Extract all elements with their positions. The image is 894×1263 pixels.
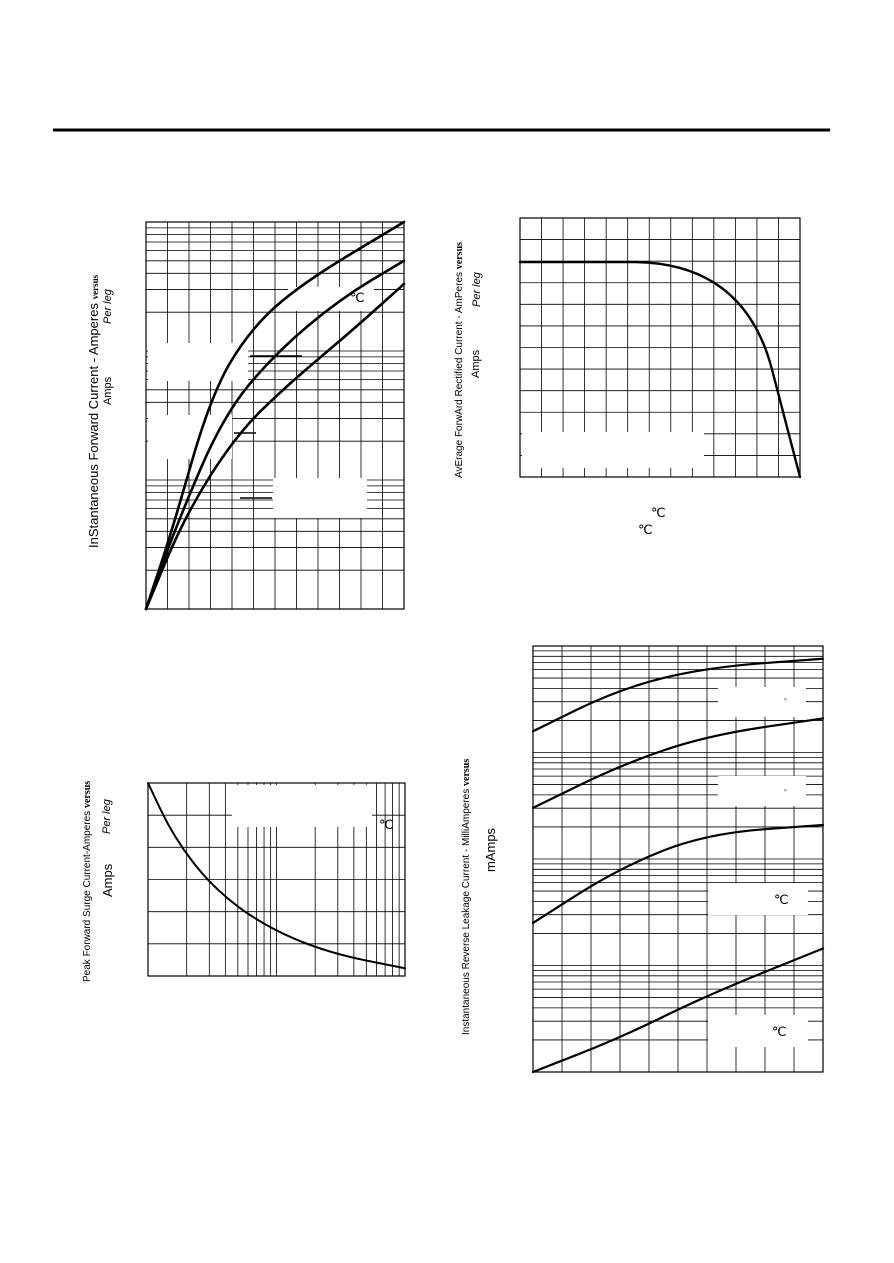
c1-ylabel-perleg: Per leg	[471, 272, 483, 307]
leakage-chart	[531, 645, 825, 1074]
c3-series-3	[531, 947, 825, 1074]
surge-chart	[147, 782, 406, 977]
c1-ylabel-suffix: versus	[454, 241, 465, 270]
c2-series-0	[147, 782, 406, 970]
c3-unit-3: ℃	[774, 892, 789, 907]
c2-frame	[147, 782, 406, 977]
c0-label-box-2	[148, 415, 232, 459]
c1-xunit-2: ℃	[638, 522, 653, 537]
c1-series-0	[518, 260, 802, 479]
c3-series-2	[531, 823, 825, 924]
c3-ylabel-text: Instantaneous Reverse Leakage Current - …	[461, 788, 472, 1035]
c3-ylabel: Instantaneous Reverse Leakage Current - …	[461, 758, 472, 1035]
c0-frame	[145, 221, 405, 610]
c2-ylabel-amps: Amps	[100, 863, 115, 897]
c3-label-box-1	[718, 776, 806, 806]
c0-ylabel-amps: Amps	[102, 376, 114, 405]
c0-ylabel: InStantaneous Forward Current - Amperes …	[86, 274, 101, 548]
c1-ylabel: AvErage ForwArd Rectified Current - AmPe…	[454, 241, 465, 478]
c0-ylabel-text: InStantaneous Forward Current - Amperes	[86, 303, 101, 548]
c2-ylabel: Peak Forward Surge Current-Amperes versu…	[82, 780, 93, 982]
c3-ylabel-mamps: mAmps	[483, 827, 498, 872]
forward-current-chart	[144, 220, 406, 611]
c3-label-box-3	[708, 1015, 808, 1047]
c1-label-box-0	[522, 432, 704, 468]
c2-temp-unit: ℃	[379, 817, 394, 832]
c0-label-box-3	[273, 478, 367, 518]
c0-series-2	[144, 282, 406, 611]
c3-unit-2: °	[784, 788, 787, 796]
c0-series-1	[144, 259, 406, 611]
c0-ylabel-perleg: Per leg	[102, 289, 114, 324]
c3-series-0	[531, 657, 825, 733]
c1-ylabel-amps: Amps	[470, 349, 482, 378]
c2-label-box-0	[232, 785, 372, 827]
c3-label-box-0	[718, 687, 806, 717]
c0-temp-unit: ℃	[350, 290, 365, 305]
c1-xunit-1: ℃	[651, 505, 666, 520]
derating-chart	[518, 217, 802, 479]
c3-ylabel-suffix: versus	[461, 758, 472, 786]
c3-unit-4: ℃	[772, 1024, 787, 1039]
c2-ylabel-suffix: versus	[82, 780, 93, 809]
c2-ylabel-text: Peak Forward Surge Current-Amperes	[82, 810, 93, 982]
c0-ylabel-suffix: versus	[90, 274, 100, 300]
c3-label-box-2	[708, 883, 808, 915]
c3-frame	[532, 645, 824, 1073]
c2-ylabel-perleg: Per leg	[101, 799, 113, 834]
c1-frame	[519, 217, 801, 478]
c0-label-box-1	[148, 343, 248, 381]
c1-ylabel-text: AvErage ForwArd Rectified Current - AmPe…	[454, 271, 465, 478]
c3-series-1	[531, 717, 825, 809]
c3-unit-1: °	[784, 697, 787, 705]
